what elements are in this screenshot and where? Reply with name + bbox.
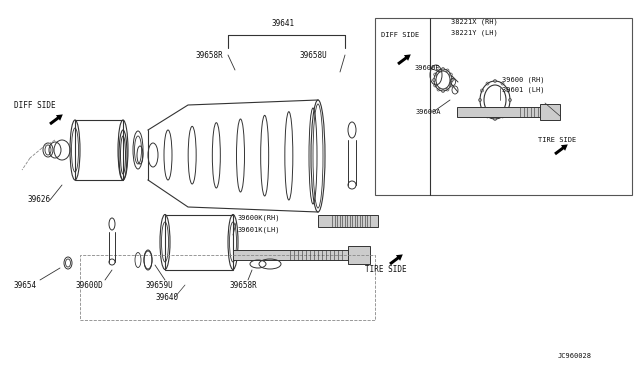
Text: 39600K(RH): 39600K(RH) <box>238 215 280 221</box>
Text: 39640: 39640 <box>155 294 178 302</box>
Bar <box>375 18 632 195</box>
Text: 39641: 39641 <box>272 19 295 29</box>
FancyArrow shape <box>389 254 403 265</box>
Text: 39659U: 39659U <box>145 280 173 289</box>
Text: JC960028: JC960028 <box>558 353 592 359</box>
Bar <box>80 255 375 320</box>
Text: 38221Y (LH): 38221Y (LH) <box>451 30 498 36</box>
Text: DIFF SIDE: DIFF SIDE <box>381 32 419 38</box>
Bar <box>457 107 547 117</box>
Text: TIRE SIDE: TIRE SIDE <box>365 266 406 275</box>
FancyArrow shape <box>397 54 411 65</box>
Bar <box>233 250 348 260</box>
Text: 39654: 39654 <box>14 280 37 289</box>
Bar <box>318 215 378 227</box>
Text: 39600A: 39600A <box>416 109 442 115</box>
Text: TIRE SIDE: TIRE SIDE <box>538 137 576 143</box>
Text: 39626: 39626 <box>28 196 51 205</box>
Text: 39601 (LH): 39601 (LH) <box>502 87 545 93</box>
Bar <box>540 104 560 120</box>
Text: 39601K(LH): 39601K(LH) <box>238 227 280 233</box>
Text: 39600F: 39600F <box>415 65 440 71</box>
Text: 39658U: 39658U <box>300 51 328 60</box>
Text: 39600D: 39600D <box>75 280 103 289</box>
Text: 38221X (RH): 38221X (RH) <box>451 19 498 25</box>
FancyArrow shape <box>554 144 568 155</box>
FancyArrow shape <box>49 115 63 125</box>
Text: 39658R: 39658R <box>196 51 224 60</box>
Bar <box>165 215 233 270</box>
Text: DIFF SIDE: DIFF SIDE <box>14 100 56 109</box>
Text: 39658R: 39658R <box>230 280 258 289</box>
Text: 39600 (RH): 39600 (RH) <box>502 77 545 83</box>
Bar <box>75 120 123 180</box>
Bar <box>348 246 370 264</box>
